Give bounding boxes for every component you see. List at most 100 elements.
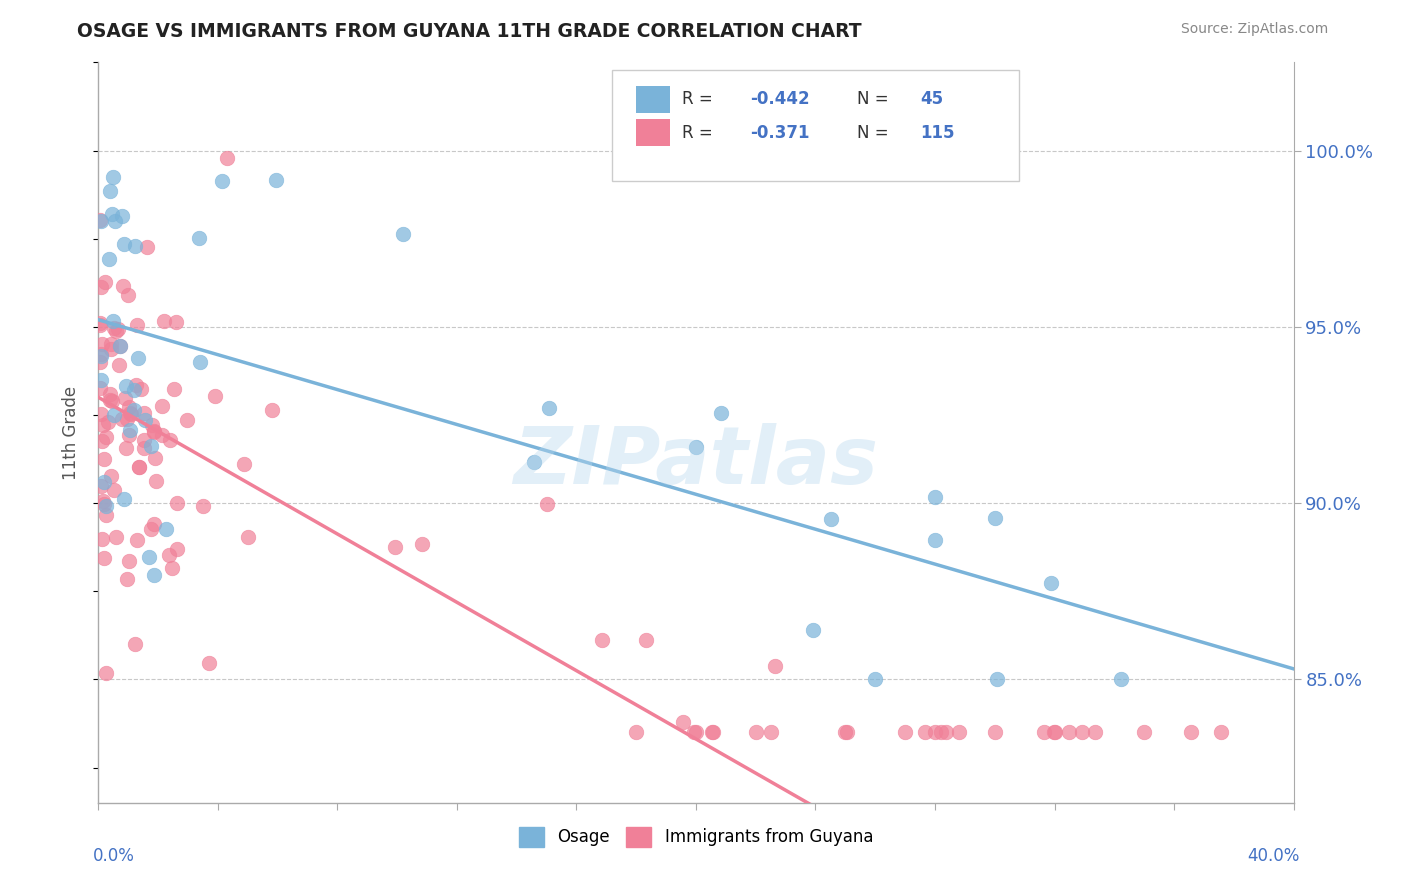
Point [89,381,111,395]
Point [211,174,233,188]
Point [162,382,184,396]
Point [536,497,558,511]
Point [129,382,152,396]
Point [90,347,112,361]
Point [591,632,613,647]
Point [103,409,125,423]
Point [100,393,122,408]
Point [100,343,122,357]
Point [103,321,125,335]
Point [93,451,115,466]
Point [924,725,946,739]
Point [104,214,127,228]
Point [103,483,125,498]
Point [122,383,145,397]
Point [636,632,658,647]
Point [125,318,148,332]
Point [91,493,114,508]
Point [132,441,155,455]
Point [1033,725,1056,739]
Point [166,496,188,510]
Point [132,406,155,420]
Point [96,430,118,444]
Point [111,412,134,426]
Point [125,533,148,547]
FancyBboxPatch shape [613,70,1019,181]
Point [1180,725,1202,739]
Point [114,236,136,251]
Point [143,425,166,439]
Y-axis label: 11th Grade: 11th Grade [62,385,80,480]
Point [96,508,118,523]
Point [120,407,142,421]
Point [411,537,433,551]
Point [1040,576,1063,591]
Point [110,339,132,353]
Point [217,151,239,165]
Point [118,401,141,415]
Point [1133,725,1156,739]
Point [763,659,786,673]
Point [97,252,120,266]
Point [93,417,115,432]
Text: 0.0%: 0.0% [93,847,135,865]
Text: R =: R = [682,90,717,109]
Point [538,401,561,416]
Point [128,460,150,475]
Point [176,413,198,427]
Point [1057,725,1080,739]
Point [165,315,187,329]
Point [233,457,256,471]
Point [98,185,121,199]
Point [90,280,112,294]
Point [136,240,159,254]
Point [90,336,112,351]
Point [152,314,174,328]
Point [90,213,112,227]
Point [114,379,136,393]
Point [150,427,173,442]
Point [142,517,165,532]
Point [1071,725,1094,739]
Point [115,572,138,586]
Point [115,412,138,426]
Point [114,492,136,507]
Text: 45: 45 [921,90,943,109]
Point [672,715,695,730]
Point [685,725,707,739]
Point [94,499,117,513]
Point [264,173,287,187]
Point [160,561,183,575]
Point [984,725,1007,739]
Text: N =: N = [858,90,894,109]
Point [124,239,146,253]
Point [191,500,214,514]
Point [98,386,121,401]
Point [118,406,141,420]
Point [105,324,128,338]
Text: 115: 115 [921,124,955,142]
Point [924,491,946,505]
Point [236,530,259,544]
Point [142,424,165,438]
Point [90,373,112,387]
Point [132,433,155,447]
Point [683,725,706,739]
Point [139,522,162,536]
Text: N =: N = [858,124,894,142]
Point [90,407,112,421]
Point [198,656,221,670]
Point [935,725,957,739]
Point [90,434,112,448]
Point [759,725,782,739]
Point [124,637,146,651]
Point [141,439,163,453]
Point [98,393,121,408]
Point [94,665,117,680]
Point [90,478,112,492]
Point [1043,725,1066,739]
Point [93,497,115,511]
Point [837,725,859,739]
Point [128,460,150,475]
Point [984,511,1007,525]
